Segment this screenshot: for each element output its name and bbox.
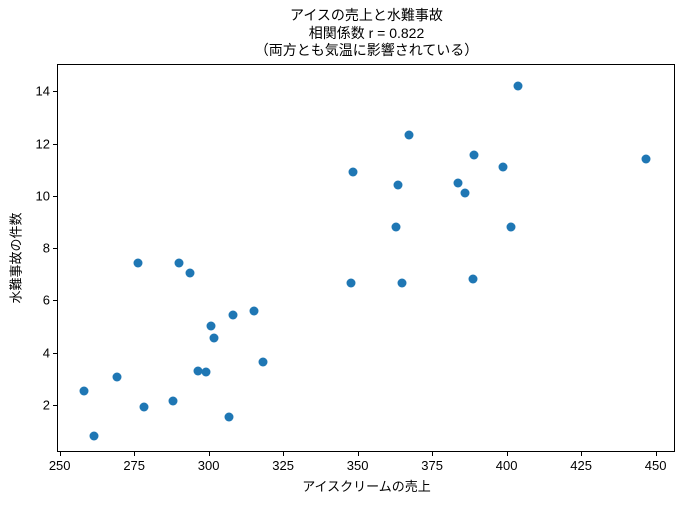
- x-tick-mark: [208, 452, 210, 456]
- chart-title-line-1: アイスの売上と水難事故: [290, 7, 443, 23]
- plot-area: [57, 64, 675, 452]
- data-point: [228, 310, 238, 320]
- x-tick-label: 325: [272, 458, 295, 473]
- data-point: [209, 333, 219, 343]
- y-tick-mark: [53, 195, 57, 197]
- data-point: [185, 268, 195, 278]
- chart-title-line-3: （両方とも気温に影響されている）: [254, 42, 479, 58]
- y-axis-label: 水難事故の件数: [8, 212, 24, 304]
- y-tick-mark: [53, 143, 57, 145]
- x-tick-mark: [134, 452, 136, 456]
- y-tick-mark: [53, 404, 57, 406]
- data-point: [393, 180, 403, 190]
- data-point: [641, 154, 651, 164]
- data-point: [258, 357, 268, 367]
- y-tick-label: 8: [42, 240, 50, 256]
- x-tick-mark: [432, 452, 434, 456]
- x-axis-label: アイスクリームの売上: [302, 479, 431, 494]
- data-point: [348, 167, 358, 177]
- y-tick-mark: [53, 300, 57, 302]
- data-point: [112, 372, 122, 382]
- x-tick-label: 450: [644, 458, 667, 473]
- x-tick-label: 250: [48, 458, 71, 473]
- y-tick-label: 2: [42, 397, 50, 413]
- data-point: [79, 386, 89, 396]
- y-tick-label: 4: [42, 345, 50, 361]
- data-point: [397, 278, 407, 288]
- data-point: [468, 274, 478, 284]
- data-point: [139, 402, 149, 412]
- x-tick-mark: [506, 452, 508, 456]
- x-tick-label: 350: [346, 458, 369, 473]
- data-point: [201, 367, 211, 377]
- data-point: [168, 396, 178, 406]
- y-tick-mark: [53, 91, 57, 93]
- x-tick-label: 300: [197, 458, 220, 473]
- data-point: [498, 162, 508, 172]
- data-point: [133, 258, 143, 268]
- y-tick-label: 12: [35, 136, 50, 152]
- data-point: [224, 412, 234, 422]
- y-tick-label: 6: [42, 292, 50, 308]
- x-tick-label: 400: [495, 458, 518, 473]
- data-point: [249, 306, 259, 316]
- y-tick-label: 14: [35, 83, 50, 99]
- x-tick-label: 275: [123, 458, 146, 473]
- y-tick-label: 10: [35, 188, 50, 204]
- data-point: [206, 321, 216, 331]
- x-tick-label: 425: [570, 458, 592, 473]
- data-point: [469, 150, 479, 160]
- data-point: [460, 188, 470, 198]
- data-point: [174, 258, 184, 268]
- x-tick-mark: [655, 452, 657, 456]
- data-point: [513, 81, 523, 91]
- data-point: [404, 130, 414, 140]
- y-tick-mark: [53, 248, 57, 250]
- chart-title-line-2: 相関係数 r = 0.822: [308, 24, 425, 41]
- data-point: [193, 366, 203, 376]
- x-tick-label: 375: [421, 458, 443, 473]
- data-point: [453, 178, 463, 188]
- data-point: [346, 278, 355, 288]
- chart-title: アイスの売上と水難事故 相関係数 r = 0.822 （両方とも気温に影響されて…: [57, 7, 676, 60]
- data-point: [506, 222, 516, 232]
- data-point: [89, 431, 99, 441]
- x-tick-mark: [59, 452, 61, 456]
- y-tick-mark: [53, 352, 57, 354]
- x-tick-mark: [283, 452, 285, 456]
- x-tick-mark: [581, 452, 583, 456]
- x-tick-mark: [357, 452, 359, 456]
- data-point: [391, 222, 401, 232]
